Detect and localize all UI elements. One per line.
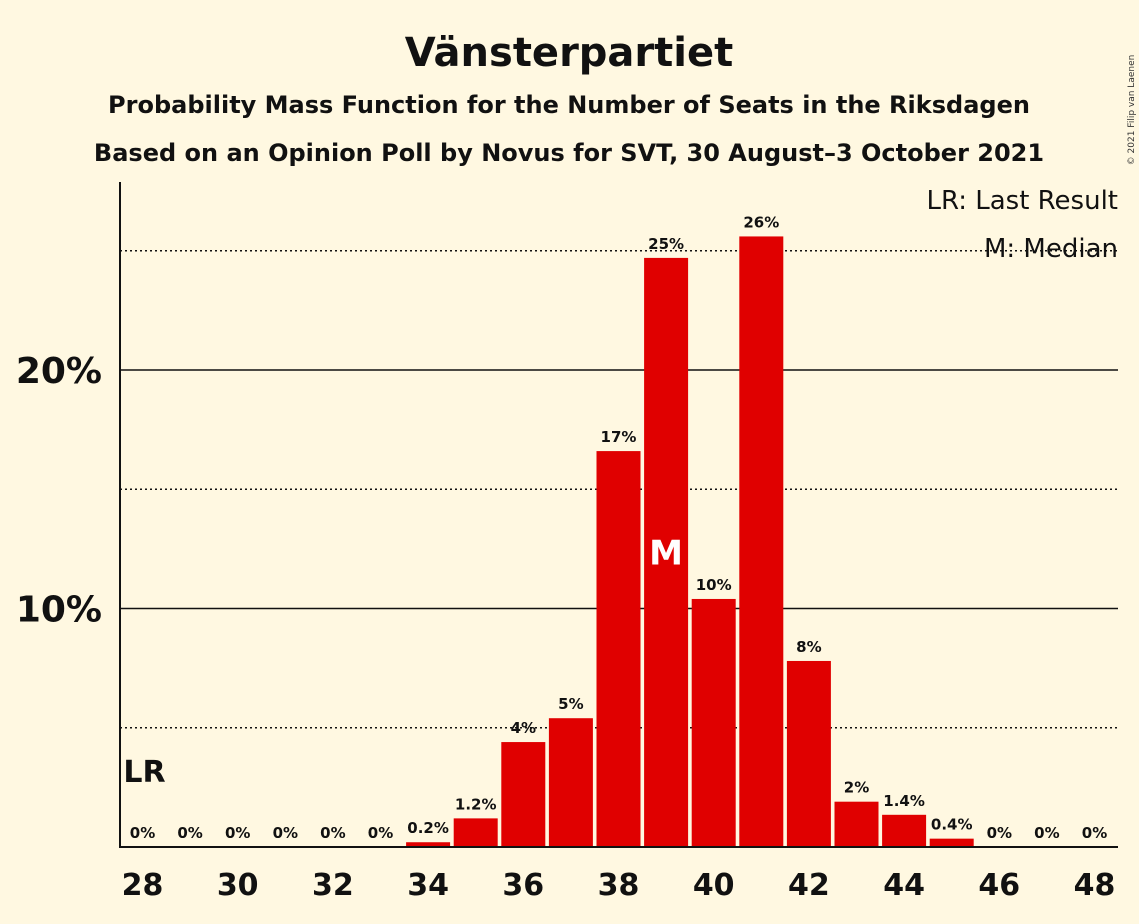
- value-label-seat-37: 5%: [558, 695, 583, 713]
- value-label-seat-28: 0%: [130, 824, 155, 842]
- value-label-seat-36: 4%: [511, 719, 536, 737]
- value-label-seat-39: 25%: [648, 235, 684, 253]
- value-label-seat-32: 0%: [320, 824, 345, 842]
- axes: [119, 182, 1118, 848]
- bar-seat-42: [786, 660, 831, 847]
- x-tick-label: 40: [693, 868, 735, 903]
- value-label-seat-29: 0%: [177, 824, 202, 842]
- bar-seat-43: [834, 801, 879, 847]
- x-tick-label: 34: [407, 868, 449, 903]
- x-tick-label: 48: [1074, 868, 1116, 903]
- bar-seat-39: [644, 257, 689, 847]
- value-label-seat-43: 2%: [844, 779, 869, 797]
- last-result-marker: LR: [123, 755, 165, 790]
- bar-seat-36: [501, 742, 546, 847]
- x-tick-label: 32: [312, 868, 354, 903]
- x-tick-label: 46: [978, 868, 1020, 903]
- x-tick-label: 44: [883, 868, 925, 903]
- y-tick-label: 10%: [16, 590, 102, 631]
- value-label-seat-47: 0%: [1034, 824, 1059, 842]
- bar-seat-45: [929, 838, 974, 847]
- x-tick-label: 38: [598, 868, 640, 903]
- value-label-seat-46: 0%: [987, 824, 1012, 842]
- value-label-seat-38: 17%: [601, 428, 637, 446]
- median-marker: M: [649, 533, 683, 573]
- x-tick-label: 28: [122, 868, 164, 903]
- x-tick-label: 42: [788, 868, 830, 903]
- bar-seat-44: [882, 814, 927, 847]
- value-label-seat-42: 8%: [796, 638, 821, 656]
- value-label-seat-40: 10%: [696, 576, 732, 594]
- value-labels: 0% 0% 0% 0% 0% 0% 0.2% 1.2% 4% 5% 17% 25% 10% 26% 8% 2%…: [123, 213, 1107, 842]
- copyright-note: © 2021 Filip van Laenen: [1127, 55, 1137, 166]
- value-label-seat-34: 0.2%: [407, 819, 449, 837]
- bars: [406, 236, 974, 847]
- chart-subtitle: Probability Mass Function for the Number…: [108, 91, 1030, 119]
- value-label-seat-33: 0%: [368, 824, 393, 842]
- bar-seat-37: [548, 718, 593, 847]
- tick-labels: 10% 20% 28 30 32 34 36 38 40 42 44 46 48: [16, 351, 1116, 903]
- bar-seat-40: [691, 598, 736, 847]
- value-label-seat-48: 0%: [1082, 824, 1107, 842]
- x-tick-label: 30: [217, 868, 259, 903]
- chart-title: Vänsterpartiet: [405, 30, 733, 76]
- legend-last-result: LR: Last Result: [926, 186, 1118, 216]
- value-label-seat-30: 0%: [225, 824, 250, 842]
- value-label-seat-41: 26%: [743, 213, 779, 231]
- value-label-seat-31: 0%: [273, 824, 298, 842]
- value-label-seat-44: 1.4%: [883, 792, 925, 810]
- bar-seat-35: [453, 818, 498, 847]
- x-tick-label: 36: [502, 868, 544, 903]
- bar-seat-38: [596, 451, 641, 847]
- value-label-seat-35: 1.2%: [455, 795, 497, 813]
- chart-subtitle-2: Based on an Opinion Poll by Novus for SV…: [94, 139, 1044, 167]
- y-tick-label: 20%: [16, 351, 102, 392]
- bar-seat-34: [406, 842, 451, 847]
- legend-median: M: Median: [984, 234, 1118, 264]
- bar-seat-41: [739, 236, 784, 847]
- value-label-seat-45: 0.4%: [931, 816, 973, 834]
